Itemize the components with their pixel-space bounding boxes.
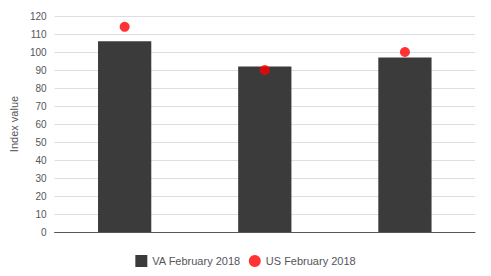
svg-text:100: 100: [30, 47, 47, 58]
svg-text:110: 110: [31, 29, 47, 40]
svg-text:30: 30: [35, 173, 47, 184]
svg-text:0: 0: [41, 227, 47, 238]
svg-text:US February 2018: US February 2018: [266, 255, 356, 267]
svg-text:50: 50: [35, 137, 47, 148]
svg-text:20: 20: [35, 191, 47, 202]
svg-text:10: 10: [35, 209, 47, 220]
svg-text:90: 90: [35, 65, 47, 76]
svg-text:Index value: Index value: [8, 96, 20, 152]
svg-text:70: 70: [35, 101, 47, 112]
svg-text:VA February 2018: VA February 2018: [152, 255, 240, 267]
svg-text:60: 60: [35, 119, 47, 130]
svg-text:80: 80: [35, 83, 47, 94]
svg-text:120: 120: [30, 11, 47, 22]
svg-text:40: 40: [35, 155, 47, 166]
